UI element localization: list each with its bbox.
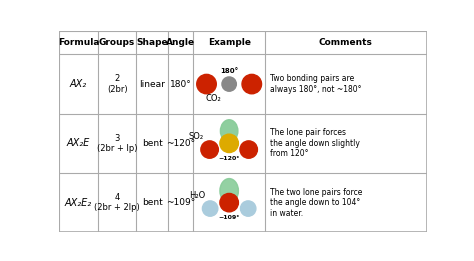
Text: Comments: Comments xyxy=(319,38,373,48)
Text: AX₂E₂: AX₂E₂ xyxy=(65,198,92,208)
Text: Example: Example xyxy=(208,38,251,48)
Ellipse shape xyxy=(222,77,237,91)
Text: Formula: Formula xyxy=(58,38,99,48)
Ellipse shape xyxy=(220,120,238,142)
Text: The lone pair forces
the angle down slightly
from 120°: The lone pair forces the angle down slig… xyxy=(271,128,360,158)
Text: 2
(2br): 2 (2br) xyxy=(107,74,128,94)
Ellipse shape xyxy=(240,141,257,158)
Text: CO₂: CO₂ xyxy=(206,94,222,103)
Text: 180°: 180° xyxy=(220,68,238,74)
Text: ~120°: ~120° xyxy=(219,156,240,161)
Ellipse shape xyxy=(242,74,262,94)
Text: The two lone pairs force
the angle down to 104°
in water.: The two lone pairs force the angle down … xyxy=(271,188,363,218)
Ellipse shape xyxy=(202,201,218,216)
Text: 180°: 180° xyxy=(170,80,191,88)
Text: ~120°: ~120° xyxy=(166,139,195,148)
Text: AX₂: AX₂ xyxy=(70,79,87,89)
Text: linear: linear xyxy=(139,80,165,88)
Ellipse shape xyxy=(220,179,238,203)
Text: 3
(2br + lp): 3 (2br + lp) xyxy=(97,134,137,153)
Ellipse shape xyxy=(220,193,238,212)
Text: ~109°: ~109° xyxy=(166,198,195,207)
Text: 4
(2br + 2lp): 4 (2br + 2lp) xyxy=(94,193,140,212)
Text: Shape: Shape xyxy=(136,38,168,48)
Text: Groups: Groups xyxy=(99,38,135,48)
Ellipse shape xyxy=(240,201,256,216)
Text: bent: bent xyxy=(142,139,163,148)
Text: Two bonding pairs are
always 180°, not ~180°: Two bonding pairs are always 180°, not ~… xyxy=(271,74,362,94)
Ellipse shape xyxy=(197,74,216,94)
Text: AX₂E: AX₂E xyxy=(67,138,90,148)
Ellipse shape xyxy=(201,141,219,158)
Ellipse shape xyxy=(220,134,238,153)
Text: bent: bent xyxy=(142,198,163,207)
Text: Angle: Angle xyxy=(166,38,195,48)
FancyBboxPatch shape xyxy=(59,31,427,232)
Text: ~109°: ~109° xyxy=(219,215,240,220)
Text: H₂O: H₂O xyxy=(189,191,206,200)
Text: SO₂: SO₂ xyxy=(188,132,203,141)
